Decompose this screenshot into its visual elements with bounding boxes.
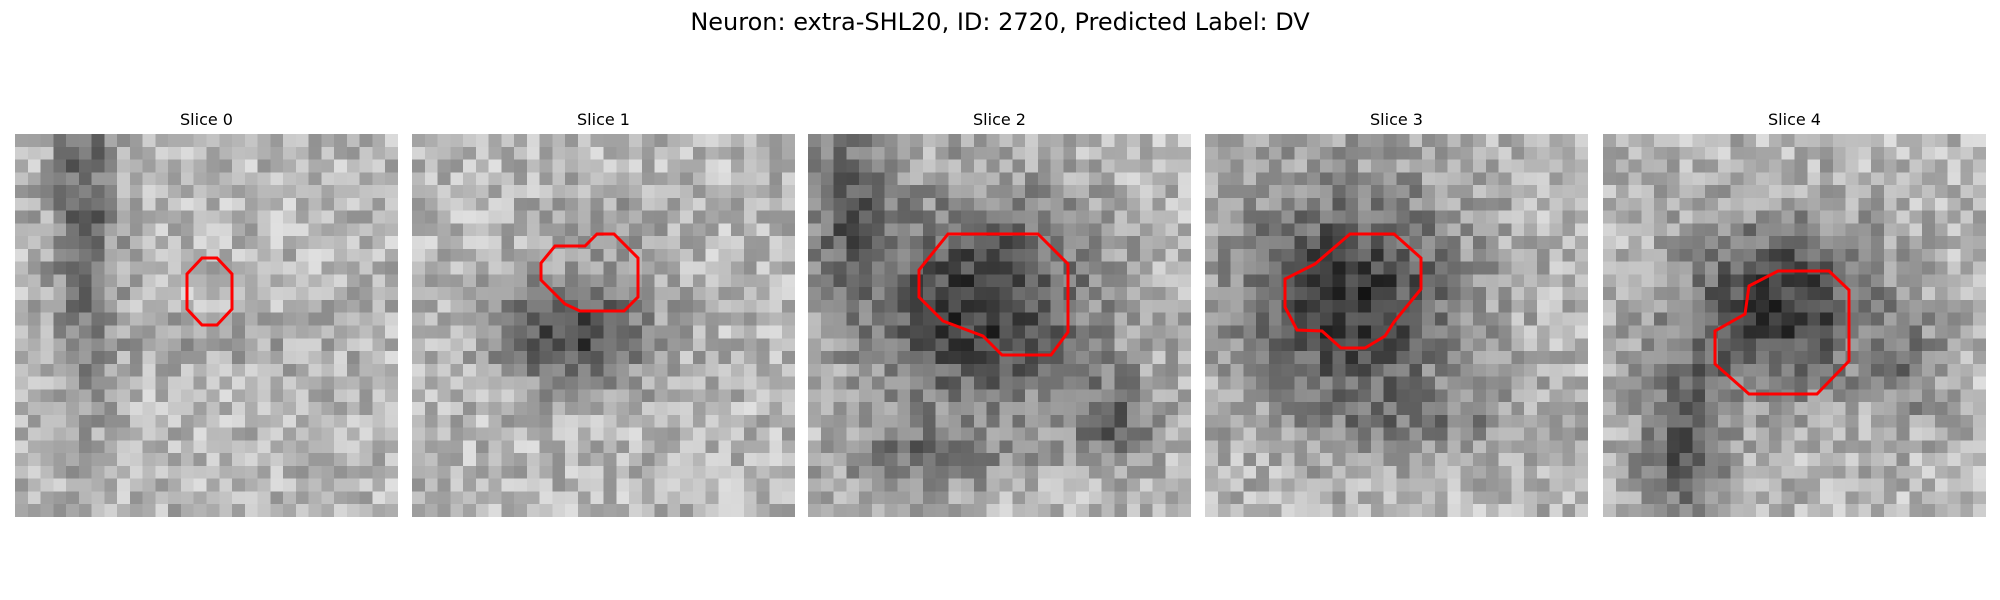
slice-image-1 xyxy=(412,134,795,517)
slice-title-2: Slice 2 xyxy=(973,110,1026,129)
slice-image-4 xyxy=(1603,134,1986,517)
slice-panel-3: Slice 3 xyxy=(1205,110,1588,517)
segmentation-outline-2 xyxy=(917,232,1070,357)
figure-title: Neuron: extra-SHL20, ID: 2720, Predicted… xyxy=(690,8,1310,36)
slice-image-2 xyxy=(808,134,1191,517)
slice-title-1: Slice 1 xyxy=(577,110,630,129)
slice-panel-4: Slice 4 xyxy=(1603,110,1986,517)
slice-panel-1: Slice 1 xyxy=(412,110,795,517)
segmentation-outline-4 xyxy=(1713,269,1851,396)
segmentation-outline-3 xyxy=(1283,232,1423,350)
slice-panel-0: Slice 0 xyxy=(15,110,398,517)
segmentation-outline-0 xyxy=(185,256,234,327)
slice-panel-2: Slice 2 xyxy=(808,110,1191,517)
slice-title-0: Slice 0 xyxy=(180,110,233,129)
slice-title-3: Slice 3 xyxy=(1370,110,1423,129)
slice-image-0 xyxy=(15,134,398,517)
slice-image-3 xyxy=(1205,134,1588,517)
segmentation-outline-1 xyxy=(539,232,640,313)
slice-title-4: Slice 4 xyxy=(1768,110,1821,129)
